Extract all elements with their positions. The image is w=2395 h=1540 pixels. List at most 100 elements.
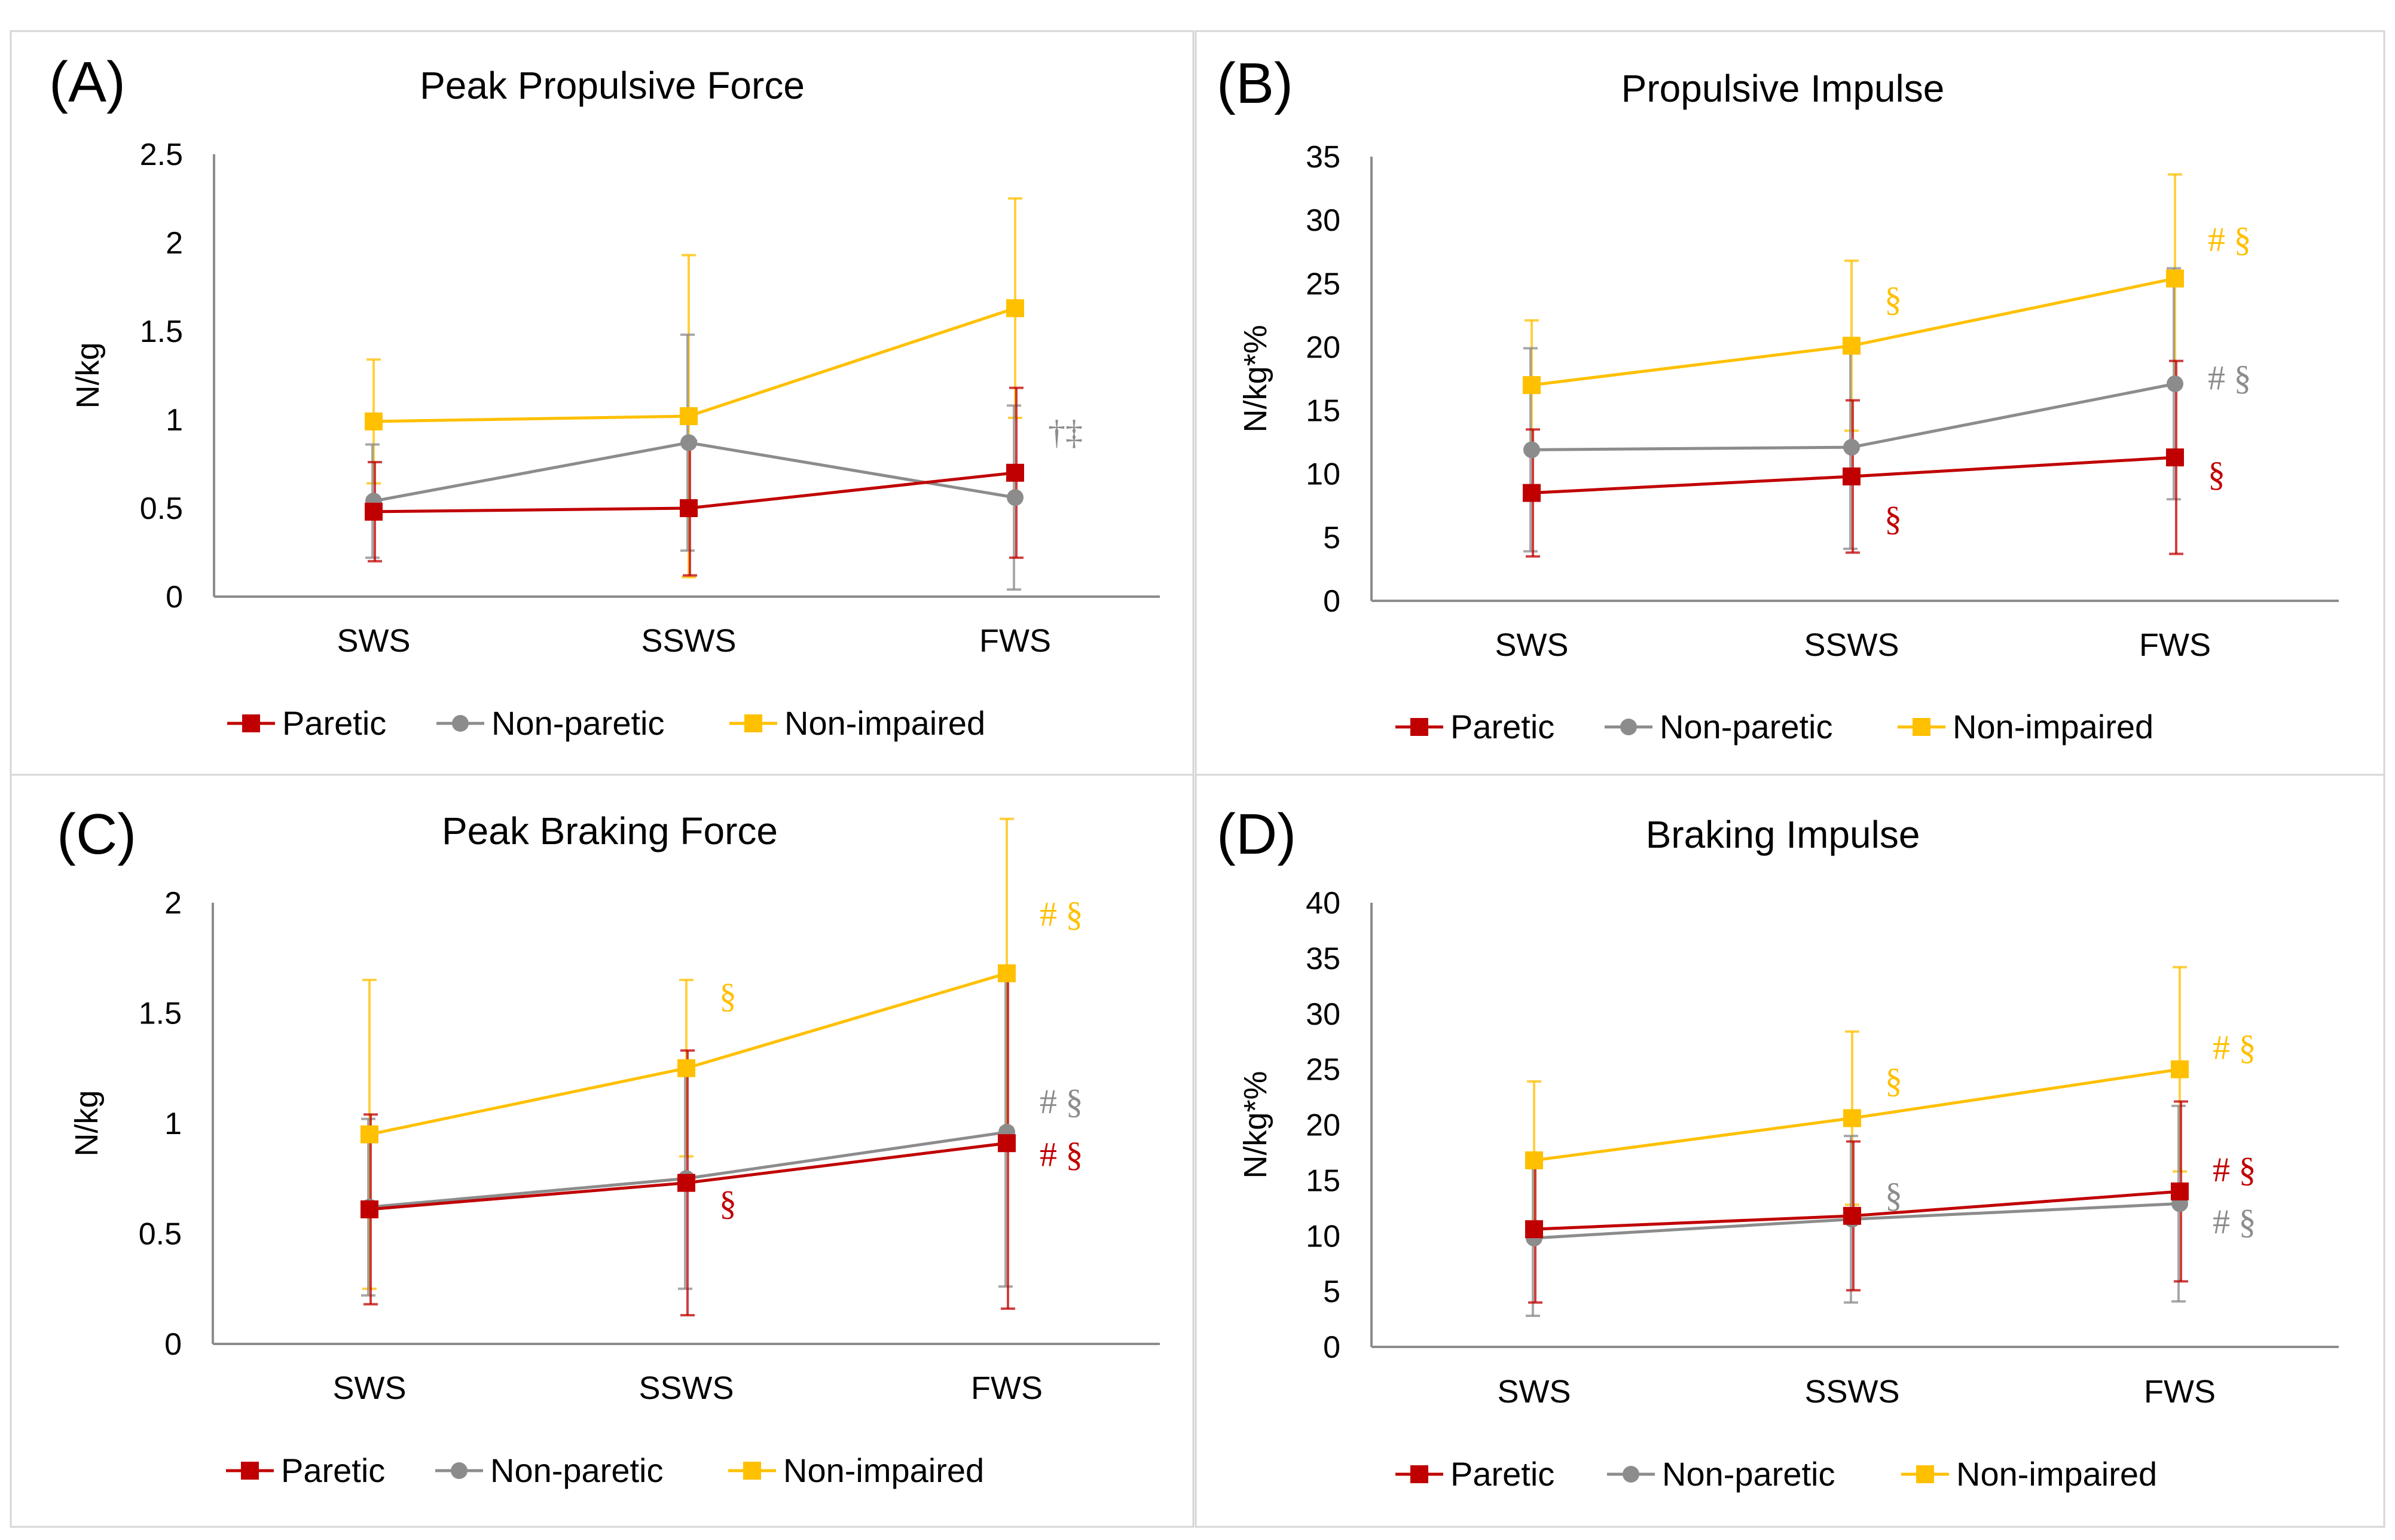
panel-b-frame: [1195, 30, 2385, 776]
y-tick-label: 0.5: [140, 491, 183, 526]
y-tick-label: 0: [166, 580, 183, 615]
y-tick-label: 35: [1306, 140, 1340, 175]
x-tick-label: SWS: [337, 623, 410, 659]
legend-marker: [1916, 1465, 1934, 1483]
significance-annotation: §: [1884, 499, 1902, 538]
y-tick-label: 25: [1306, 267, 1340, 301]
data-point: [680, 499, 698, 517]
y-tick-label: 0: [1323, 1330, 1340, 1365]
panel-letter: (A): [49, 50, 126, 114]
y-tick-label: 15: [1306, 1163, 1340, 1198]
data-point: [677, 1059, 695, 1077]
significance-annotation: # §: [1040, 1135, 1083, 1174]
x-tick-label: SSWS: [1804, 1374, 1899, 1410]
legend-marker: [241, 1462, 259, 1480]
legend-label: Non-impaired: [784, 704, 985, 742]
data-point: [365, 412, 383, 430]
significance-annotation: †‡: [1048, 413, 1083, 452]
data-point: [1843, 1109, 1861, 1128]
data-point: [998, 1134, 1016, 1153]
panel-a-frame: [10, 30, 1195, 776]
legend-marker: [452, 715, 469, 732]
panel-d-frame: [1195, 774, 2385, 1528]
data-point: [1843, 337, 1861, 355]
data-point: [1006, 463, 1024, 482]
y-tick-label: 10: [1306, 457, 1340, 492]
data-point: [680, 407, 698, 426]
y-tick-label: 10: [1306, 1219, 1340, 1254]
y-tick-label: 2.5: [140, 138, 183, 172]
x-tick-label: SWS: [1497, 1374, 1571, 1410]
panel-title: Peak Braking Force: [442, 809, 778, 852]
panel-title: Braking Impulse: [1646, 813, 1920, 856]
data-point: [2166, 448, 2184, 467]
data-point: [1523, 376, 1541, 395]
legend-marker: [744, 714, 762, 732]
legend-label: Paretic: [1450, 708, 1554, 745]
y-tick-label: 35: [1306, 942, 1340, 976]
legend-label: Non-paretic: [491, 704, 664, 742]
panel-title: Propulsive Impulse: [1621, 67, 1945, 110]
significance-annotation: §: [2208, 455, 2225, 494]
y-tick-label: 0.5: [139, 1217, 182, 1252]
legend-label: Non-impaired: [783, 1452, 984, 1489]
panel-title: Peak Propulsive Force: [420, 64, 805, 107]
panel-a: (A) Peak Propulsive Force 0 0.5 1 1.5 2 2.5 N/kg…: [10, 30, 1195, 776]
y-tick-label: 30: [1306, 203, 1340, 238]
legend-marker: [743, 1462, 761, 1480]
data-point: [1525, 1220, 1543, 1239]
y-axis-label: N/kg: [69, 1090, 105, 1156]
legend-marker: [242, 714, 260, 732]
data-point: [2171, 1060, 2189, 1078]
significance-annotation: # §: [2213, 1150, 2256, 1189]
significance-annotation: # §: [2213, 1028, 2256, 1067]
y-axis-label: N/kg*%: [1238, 1071, 1273, 1178]
legend-marker: [451, 1462, 468, 1479]
data-point: [1523, 484, 1541, 502]
panel-letter: (B): [1217, 51, 1293, 115]
data-point: [361, 1125, 378, 1144]
y-axis-label: N/kg*%: [1238, 325, 1273, 432]
significance-annotation: # §: [2213, 1202, 2256, 1241]
y-tick-label: 40: [1306, 886, 1340, 921]
data-point: [1523, 441, 1540, 459]
data-point: [365, 502, 383, 521]
data-point: [1843, 1206, 1861, 1225]
panel-letter: (D): [1217, 802, 1296, 866]
significance-annotation: §: [1885, 1061, 1902, 1100]
significance-annotation: # §: [2208, 220, 2252, 259]
legend-label: Non-paretic: [1660, 708, 1832, 745]
x-tick-label: FWS: [2139, 627, 2211, 663]
data-point: [361, 1200, 378, 1218]
data-point: [1006, 299, 1024, 317]
legend-label: Paretic: [1450, 1455, 1554, 1493]
legend-label: Non-paretic: [490, 1452, 663, 1489]
y-tick-label: 1: [164, 1107, 182, 1141]
data-point: [998, 964, 1016, 983]
legend-label: Non-paretic: [1662, 1455, 1835, 1493]
y-tick-label: 5: [1323, 1275, 1340, 1309]
significance-annotation: §: [719, 1184, 737, 1223]
y-tick-label: 2: [164, 886, 182, 921]
panel-c-frame: [10, 774, 1195, 1528]
y-tick-label: 20: [1306, 330, 1340, 365]
y-tick-label: 2: [166, 226, 183, 261]
legend-marker: [1410, 1465, 1428, 1483]
panel-letter: (C): [57, 802, 136, 866]
y-tick-label: 15: [1306, 394, 1340, 429]
panel-b: (B) Propulsive Impulse 0 5 10 15 20 25 30 35 N/kg*…: [1195, 30, 2385, 776]
y-tick-label: 25: [1306, 1053, 1340, 1087]
significance-annotation: # §: [2208, 358, 2252, 397]
x-tick-label: FWS: [979, 623, 1051, 659]
data-point: [2166, 269, 2184, 288]
y-tick-label: 0: [1323, 584, 1340, 619]
significance-annotation: # §: [1040, 894, 1083, 933]
x-tick-label: SSWS: [639, 1370, 734, 1406]
legend-label: Paretic: [281, 1452, 385, 1489]
data-point: [680, 434, 697, 451]
significance-annotation: # §: [1040, 1082, 1083, 1121]
x-tick-label: SSWS: [1804, 627, 1899, 663]
y-tick-label: 30: [1306, 997, 1340, 1032]
data-point: [2167, 375, 2183, 392]
significance-annotation: §: [1884, 280, 1902, 319]
